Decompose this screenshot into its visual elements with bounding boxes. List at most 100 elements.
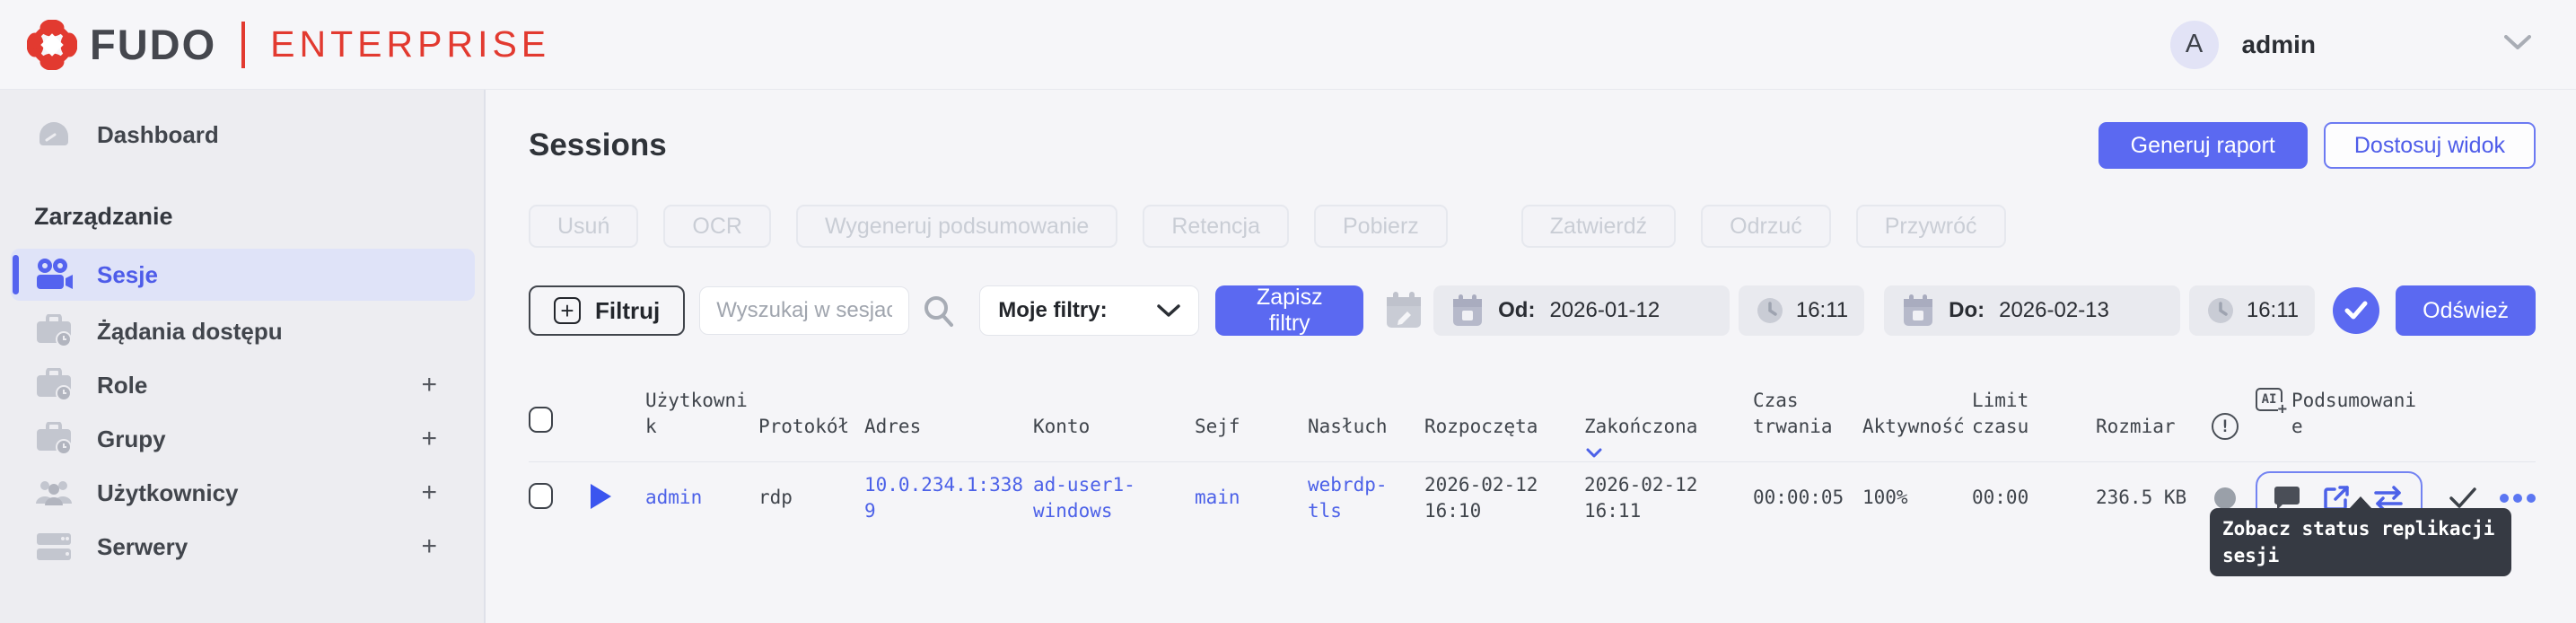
expand-plus-icon[interactable]: + (421, 370, 437, 399)
cell-user[interactable]: admin (645, 487, 703, 508)
more-actions-icon[interactable] (2500, 493, 2536, 503)
top-bar: FUDO ENTERPRISE A admin (0, 0, 2576, 90)
refresh-button[interactable]: Odśwież (2396, 285, 2536, 336)
sidebar-item-sesje[interactable]: Sesje (11, 249, 475, 301)
replication-tooltip: Zobacz status replikacji sesji (2210, 496, 2511, 576)
check-icon[interactable] (2449, 487, 2476, 509)
gauge-icon (34, 118, 74, 151)
fudo-knot-icon (27, 19, 77, 70)
sidebar-item-label: Dashboard (97, 120, 219, 148)
replication-status-icon[interactable] (2372, 485, 2405, 511)
logo-text-primary: FUDO (90, 21, 217, 68)
date-to-field[interactable]: Do: 2026-02-13 (1884, 285, 2181, 336)
apply-range-toggle[interactable] (2333, 287, 2380, 334)
plus-square-icon: + (554, 297, 581, 324)
sidebar-item-serwery[interactable]: Serwery + (0, 520, 484, 574)
download-button[interactable]: Pobierz (1314, 205, 1448, 248)
my-filters-dropdown[interactable]: Moje filtry: (979, 285, 1200, 336)
cell-safe[interactable]: main (1195, 487, 1240, 508)
cell-size: 236.5 KB (2096, 487, 2187, 508)
chevron-down-icon[interactable] (2504, 35, 2531, 54)
column-header-time-limit[interactable]: Limit czasu (1972, 390, 2029, 437)
cell-status-dot (2198, 487, 2252, 509)
table-header-row: Użytkownik Protokół Adres Konto Sejf Nas… (529, 372, 2536, 461)
row-checkbox[interactable] (529, 483, 553, 509)
cell-started: 2026-02-12 16:10 (1424, 473, 1538, 522)
column-header-account[interactable]: Konto (1033, 416, 1091, 437)
cell-listener[interactable]: webrdp-tls (1308, 473, 1388, 522)
column-header-duration[interactable]: Czas trwania (1753, 390, 1833, 437)
sidebar-item-label: Grupy (97, 425, 166, 452)
servers-icon (34, 530, 74, 564)
search-input[interactable] (699, 286, 910, 335)
sidebar-item-label: Użytkownicy (97, 478, 239, 506)
cell-account[interactable]: ad-user1-windows (1033, 473, 1135, 522)
comment-icon[interactable] (2274, 485, 2300, 512)
main-content: Sessions Generuj raport Dostosuj widok U… (486, 90, 2576, 623)
logo-divider (241, 21, 246, 68)
app-logo: FUDO ENTERPRISE (27, 19, 550, 70)
column-header-address[interactable]: Adres (864, 416, 922, 437)
generate-report-button[interactable]: Generuj raport (2098, 122, 2308, 169)
filter-bar: + Filtruj Moje filtry: Zapisz filtry (529, 285, 2536, 336)
external-link-icon[interactable] (2322, 484, 2351, 513)
customize-view-button[interactable]: Dostosuj widok (2323, 122, 2536, 169)
filter-button[interactable]: + Filtruj (529, 285, 686, 336)
delete-button[interactable]: Usuń (529, 205, 639, 248)
briefcase-icon (34, 368, 74, 402)
column-header-safe[interactable]: Sejf (1195, 416, 1240, 437)
tooltip-caret (2349, 496, 2372, 509)
column-header-protocol[interactable]: Protokół (758, 416, 850, 437)
search-icon[interactable] (922, 294, 956, 328)
reject-button[interactable]: Odrzuć (1701, 205, 1831, 248)
date-from-field[interactable]: Od: 2026-01-12 (1433, 285, 1730, 336)
ai-summary-icon: AI + (2256, 388, 2287, 417)
column-header-summary[interactable]: AI + Podsumowanie (2252, 388, 2536, 440)
sidebar-item-label: Żądania dostępu (97, 317, 283, 345)
status-dot-icon (2214, 487, 2236, 509)
expand-plus-icon[interactable]: + (421, 424, 437, 453)
select-all-checkbox[interactable] (529, 407, 553, 433)
date-to-value: 2026-02-13 (1999, 298, 2109, 322)
column-header-user[interactable]: Użytkownik (645, 390, 748, 437)
retention-button[interactable]: Retencja (1143, 205, 1289, 248)
calendar-edit-icon[interactable] (1385, 290, 1423, 331)
column-header-finished[interactable]: Zakończona (1577, 414, 1746, 458)
sidebar-item-dashboard[interactable]: Dashboard (0, 108, 484, 162)
sidebar-item-zadania-dostepu[interactable]: Żądania dostępu (0, 304, 484, 358)
calendar-icon (1902, 293, 1934, 329)
chevron-down-icon (1157, 304, 1181, 317)
sidebar-item-label: Role (97, 371, 148, 399)
generate-summary-button[interactable]: Wygeneruj podsumowanie (795, 205, 1118, 248)
exclamation-circle-icon: ! (2212, 413, 2239, 440)
column-header-activity[interactable]: Aktywność (1862, 416, 1965, 437)
approve-button[interactable]: Zatwierdź (1520, 205, 1677, 248)
briefcase-icon (34, 422, 74, 456)
sort-desc-icon (1586, 439, 1602, 465)
sidebar-item-uzytkownicy[interactable]: Użytkownicy + (0, 466, 484, 520)
sidebar-item-role[interactable]: Role + (0, 358, 484, 412)
save-filters-button[interactable]: Zapisz filtry (1215, 285, 1364, 336)
column-header-size[interactable]: Rozmiar (2096, 416, 2176, 437)
restore-button[interactable]: Przywróć (1855, 205, 2006, 248)
clock-icon (2205, 295, 2236, 326)
expand-plus-icon[interactable]: + (421, 531, 437, 561)
time-to-field[interactable]: 16:11 (2189, 285, 2316, 336)
calendar-icon (1451, 293, 1484, 329)
expand-plus-icon[interactable]: + (421, 478, 437, 507)
sidebar-item-grupy[interactable]: Grupy + (0, 412, 484, 466)
play-session-icon[interactable] (591, 483, 611, 509)
column-header-alerts[interactable]: ! (2198, 413, 2252, 440)
sidebar-section-title: Zarządzanie (34, 203, 173, 230)
cell-address[interactable]: 10.0.234.1:3389 (864, 473, 1024, 522)
cell-activity: 100% (1862, 487, 1908, 508)
time-from-field[interactable]: 16:11 (1739, 285, 1865, 336)
ocr-button[interactable]: OCR (663, 205, 771, 248)
column-header-listener[interactable]: Nasłuch (1308, 416, 1388, 437)
sidebar-item-label: Serwery (97, 532, 188, 560)
cell-time-limit: 00:00 (1972, 487, 2029, 508)
user-menu[interactable]: A admin (2169, 20, 2531, 69)
column-header-started[interactable]: Rozpoczęta (1424, 416, 1538, 437)
page-title: Sessions (529, 127, 667, 162)
date-from-value: 2026-01-12 (1549, 298, 1660, 322)
